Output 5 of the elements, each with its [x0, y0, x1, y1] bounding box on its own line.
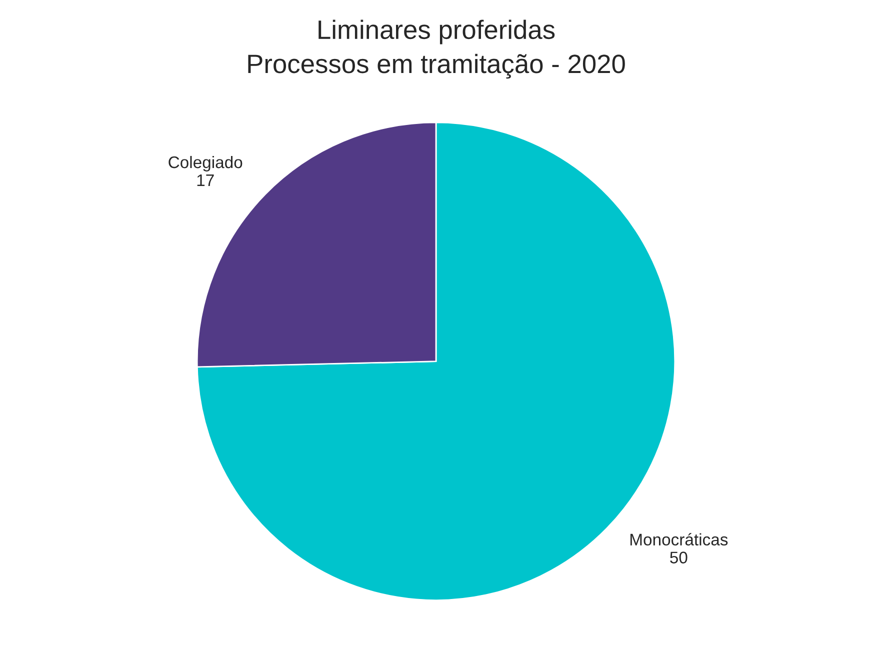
data-label: 50 [670, 552, 688, 564]
slice-label: Monocráticas [630, 533, 728, 546]
chart-title: Liminares proferidas Processos em tramitação - 2020 [248, 20, 625, 79]
slice-label: Colegiado [168, 156, 242, 172]
data-label: 17 [197, 174, 214, 186]
